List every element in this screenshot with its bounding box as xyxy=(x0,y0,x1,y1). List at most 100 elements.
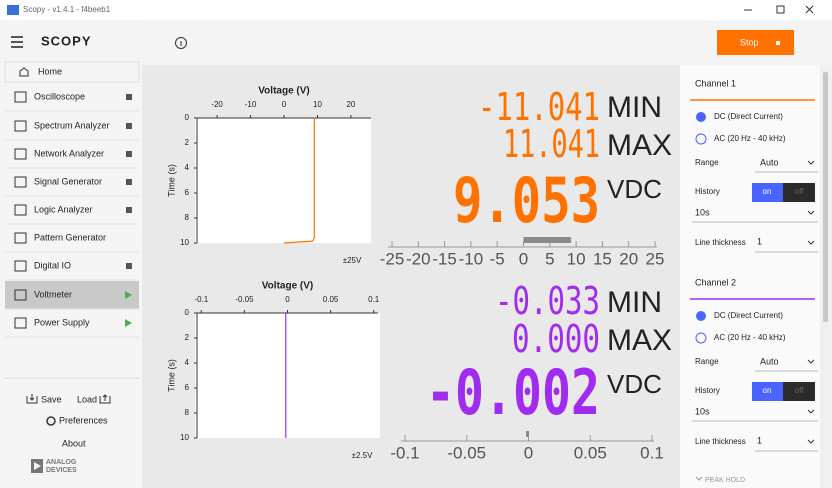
thickness-value: 1 xyxy=(757,236,762,246)
toggle-off-label: off xyxy=(795,187,805,196)
y-tick-label: 2 xyxy=(185,138,190,147)
scale-tick-label: 5 xyxy=(545,249,554,268)
tool-icon xyxy=(14,120,27,132)
peak-hold-arrow[interactable] xyxy=(695,476,703,481)
dropdown-arrow[interactable] xyxy=(807,160,815,165)
range-label: Range xyxy=(695,357,719,366)
toggle-on[interactable] xyxy=(752,183,783,202)
plot-area xyxy=(195,313,380,438)
info-button[interactable] xyxy=(175,37,187,49)
preferences-label: Preferences xyxy=(59,415,108,425)
y-tick-label: 10 xyxy=(180,238,189,247)
toggle-on[interactable] xyxy=(752,382,783,401)
y-tick-label: 6 xyxy=(185,383,190,392)
tool-icon xyxy=(14,317,27,329)
thickness-value: 1 xyxy=(757,435,762,445)
dropdown-arrow[interactable] xyxy=(807,409,815,414)
history-label: History xyxy=(695,187,720,196)
scale-tick-label: -0.1 xyxy=(390,443,419,462)
brand-line: DEVICES xyxy=(46,467,77,474)
toggle-on-label: on xyxy=(763,187,772,196)
tool-icon xyxy=(14,289,27,301)
home-icon xyxy=(19,67,29,77)
tool-icon xyxy=(14,148,27,160)
x-tick-label: -0.05 xyxy=(235,295,254,304)
plot-area xyxy=(195,118,371,243)
dc-label: DC (Direct Current) xyxy=(714,311,783,320)
radio-dc[interactable] xyxy=(696,112,706,122)
save-icon[interactable] xyxy=(26,394,38,404)
history-value: 10s xyxy=(695,207,710,217)
tool-label: Pattern Generator xyxy=(34,232,106,242)
tool-label: Logic Analyzer xyxy=(34,204,93,214)
x-tick-label: 0 xyxy=(282,100,287,109)
menu-button[interactable] xyxy=(11,36,23,48)
load-label: Load xyxy=(77,394,97,404)
dropdown-arrow[interactable] xyxy=(807,240,815,245)
channel-title: Channel 2 xyxy=(695,277,736,287)
tool-icon xyxy=(14,260,27,272)
plot-title: Voltage (V) xyxy=(258,86,309,97)
title-bar xyxy=(0,0,832,20)
app-icon xyxy=(7,5,19,15)
scale-tick-label: 0.05 xyxy=(574,443,607,462)
y-tick-label: 4 xyxy=(185,163,190,172)
window-title: Scopy - v1.4.1 - f4beeb1 xyxy=(23,5,111,14)
y-tick-label: 10 xyxy=(180,433,189,442)
toggle-off[interactable] xyxy=(783,183,815,202)
readout-value: -11.041 xyxy=(478,85,600,129)
x-tick-label: 0 xyxy=(285,295,290,304)
dropdown-arrow[interactable] xyxy=(807,439,815,444)
peak-hold-label: PEAK HOLD xyxy=(705,477,745,484)
tool-label: Power Supply xyxy=(34,317,90,327)
plot-title: Voltage (V) xyxy=(262,281,313,292)
tool-label: Signal Generator xyxy=(34,176,102,186)
readout-value: 0.000 xyxy=(512,317,600,361)
selected-item[interactable] xyxy=(5,281,139,309)
status-indicator xyxy=(126,207,132,213)
stop-button[interactable] xyxy=(717,30,794,55)
dropdown-arrow[interactable] xyxy=(807,359,815,364)
sidebar xyxy=(0,20,142,488)
readout-unit: VDC xyxy=(607,174,662,204)
menu-item[interactable] xyxy=(5,252,139,280)
channel-title: Channel 1 xyxy=(695,78,736,88)
tool-label: Network Analyzer xyxy=(34,148,104,158)
dropdown-arrow[interactable] xyxy=(807,210,815,215)
radio-ac[interactable] xyxy=(695,133,707,145)
range-label: Range xyxy=(695,158,719,167)
history-label: History xyxy=(695,386,720,395)
y-axis-label: Time (s) xyxy=(166,359,176,392)
x-tick-label: 10 xyxy=(313,100,322,109)
readout-value: 11.041 xyxy=(503,122,600,166)
ac-label: AC (20 Hz - 40 kHz) xyxy=(714,134,786,143)
scale-tick-label: -15 xyxy=(432,249,457,268)
preferences-icon[interactable] xyxy=(46,416,56,426)
toggle-off[interactable] xyxy=(783,382,815,401)
home-label: Home xyxy=(38,66,62,76)
readout-unit: MAX xyxy=(607,129,672,162)
history-value: 10s xyxy=(695,406,710,416)
scale-tick-label: -25 xyxy=(380,249,405,268)
thickness-label: Line thickness xyxy=(695,238,746,247)
range-value: Auto xyxy=(760,157,779,167)
status-indicator xyxy=(126,179,132,185)
about-label: About xyxy=(62,438,86,448)
close-button[interactable] xyxy=(805,5,814,14)
radio-dc[interactable] xyxy=(696,311,706,321)
stop-glyph xyxy=(776,41,780,45)
status-indicator xyxy=(126,94,132,100)
scrollbar-thumb[interactable] xyxy=(823,72,828,322)
load-icon[interactable] xyxy=(99,394,111,404)
scale-tick-label: 15 xyxy=(593,249,612,268)
scale-tick-label: 0.1 xyxy=(640,443,664,462)
y-tick-label: 2 xyxy=(185,333,190,342)
radio-ac[interactable] xyxy=(695,332,707,344)
status-indicator xyxy=(125,291,132,299)
logo: SCOPY xyxy=(41,33,92,48)
maximize-button[interactable] xyxy=(776,5,785,14)
x-tick-label: -0.1 xyxy=(194,295,208,304)
home-button[interactable] xyxy=(4,61,140,83)
y-tick-label: 4 xyxy=(185,358,190,367)
toggle-on-label: on xyxy=(763,386,772,395)
